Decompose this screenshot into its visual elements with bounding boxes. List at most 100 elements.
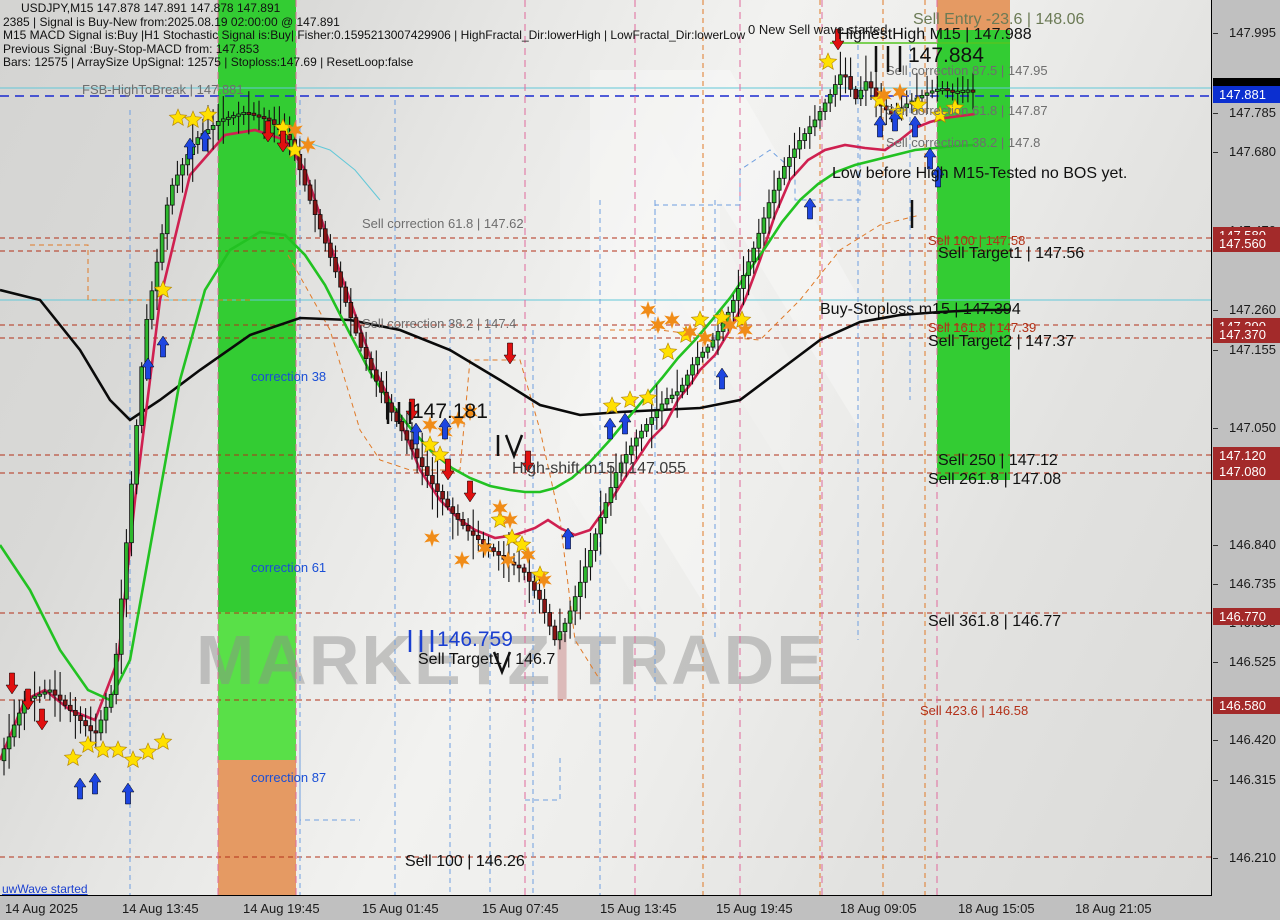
price-axis[interactable]: 147.995147.785147.680147.470147.260147.1…: [1213, 0, 1280, 896]
candle-body: [404, 430, 410, 441]
sell-arrow-icon: [5, 672, 19, 695]
candle-body: [57, 694, 63, 701]
candle-body: [317, 214, 323, 230]
candle-body: [379, 380, 384, 393]
candle-body: [42, 691, 48, 695]
star-marker: [530, 565, 550, 583]
candle-body: [83, 720, 88, 727]
buy-arrow-icon: [183, 137, 197, 160]
label-sell-250-14712: Sell 250 | 147.12: [938, 452, 1058, 469]
header-macd-line: M15 MACD Signal is:Buy |H1 Stochastic Si…: [3, 28, 746, 42]
star-marker: [138, 742, 158, 760]
price-tick-label: 147.155: [1229, 342, 1276, 357]
star-marker: [153, 732, 173, 750]
candle-body: [537, 589, 542, 600]
candle-body: [88, 725, 94, 732]
candle-body: [139, 366, 145, 426]
label-sell-target1-1467: Sell Target1 | 146.7: [418, 651, 556, 668]
cross-marker: [520, 546, 536, 564]
candle-body: [190, 143, 196, 155]
current-price-tag: 147.881: [1213, 86, 1280, 103]
candle-body: [424, 466, 430, 476]
candle-body: [333, 256, 338, 273]
price-tick-mark: [1213, 152, 1218, 153]
star-marker: [198, 105, 218, 123]
watermark-right: TRADE: [573, 621, 825, 699]
candle-body: [430, 475, 435, 485]
label-highest-high: HighestHigh M15 | 147.988: [838, 26, 1032, 43]
candle-body: [486, 543, 491, 549]
time-tick-label: 14 Aug 13:45: [122, 901, 199, 916]
candle-body: [348, 301, 354, 319]
candle-body: [312, 199, 318, 216]
candle-body: [149, 290, 155, 320]
header-previous-signal-line: Previous Signal :Buy-Stop-MACD from: 147…: [3, 41, 260, 56]
label-correction-61: correction 61: [251, 560, 327, 575]
candle-body: [144, 318, 150, 368]
time-tick-label: 14 Aug 2025: [5, 901, 79, 916]
cross-marker: [876, 86, 892, 104]
price-tick-mark: [1213, 780, 1218, 781]
star-marker: [93, 740, 113, 758]
cross-marker: [477, 539, 493, 557]
price-tick-mark: [1213, 33, 1218, 34]
buy-arrow-icon: [409, 422, 423, 445]
label-sell-target1-14756: Sell Target1 | 147.56: [938, 245, 1085, 262]
cross-marker: [424, 529, 440, 547]
star-marker: [78, 735, 98, 753]
sell-arrow-icon: [441, 458, 455, 481]
label-sell-100-14758: Sell 100 | 147.58: [928, 233, 1026, 248]
label-sell-correction-382-1478: Sell correction 38.2 | 147.8: [886, 135, 1041, 150]
candle-body: [343, 286, 348, 303]
star-marker: [153, 280, 173, 298]
label-low-before-high: Low before High M15-Tested no BOS yet.: [832, 165, 1128, 182]
candle-body: [328, 242, 333, 258]
price-level-tag: 146.580: [1213, 697, 1280, 714]
candle-body: [475, 534, 481, 540]
price-tick-mark: [1213, 113, 1218, 114]
candle-body: [873, 87, 879, 99]
candle-body: [511, 561, 517, 566]
star-marker: [183, 110, 203, 128]
price-level-tag: 146.770: [1213, 608, 1280, 625]
buy-arrow-icon: [88, 772, 102, 795]
price-tick-label: 146.735: [1229, 576, 1276, 591]
candle-body: [297, 153, 303, 171]
buy-arrow-icon: [156, 335, 170, 358]
candle-body: [414, 448, 420, 459]
candle-body: [185, 154, 190, 166]
price-tick-label: 147.050: [1229, 420, 1276, 435]
candle-body: [1, 748, 7, 762]
candle-body: [68, 704, 73, 711]
price-tick-label: 146.315: [1229, 772, 1276, 787]
star-marker: [430, 445, 450, 463]
candle-body: [460, 519, 466, 526]
chart-canvas[interactable]: MARKETZ|TRADE .dashRed { stroke:#b33018;…: [0, 0, 1212, 896]
star-marker: [490, 510, 510, 528]
price-level-tag: 147.560: [1213, 235, 1280, 252]
price-level-tag: 147.080: [1213, 463, 1280, 480]
candle-body: [98, 719, 104, 734]
candle-body: [73, 710, 78, 716]
candle-body: [929, 90, 935, 94]
buy-arrow-icon: [121, 782, 135, 805]
candle-body: [373, 369, 379, 382]
time-tick-label: 15 Aug 01:45: [362, 901, 439, 916]
time-tick-label: 18 Aug 21:05: [1075, 901, 1152, 916]
candle-body: [27, 697, 32, 702]
candle-body: [108, 694, 114, 708]
candle-body: [103, 706, 109, 721]
label-uwwave-started[interactable]: uwWave started: [2, 882, 88, 896]
candle-body: [868, 81, 874, 89]
price-tick-mark: [1213, 428, 1218, 429]
label-high-shift: High-shift m15 | 147.055: [512, 460, 687, 477]
candle-body: [358, 332, 364, 348]
time-axis[interactable]: 14 Aug 2025 14 Aug 13:45 14 Aug 19:45 15 Au…: [0, 897, 1280, 920]
star-marker: [123, 750, 143, 768]
candle-body: [113, 653, 119, 695]
candle-body: [200, 133, 206, 139]
sell-arrow-icon: [463, 480, 477, 503]
star-marker: [818, 52, 838, 70]
candle-body: [307, 184, 313, 201]
price-tick-label: 147.260: [1229, 302, 1276, 317]
